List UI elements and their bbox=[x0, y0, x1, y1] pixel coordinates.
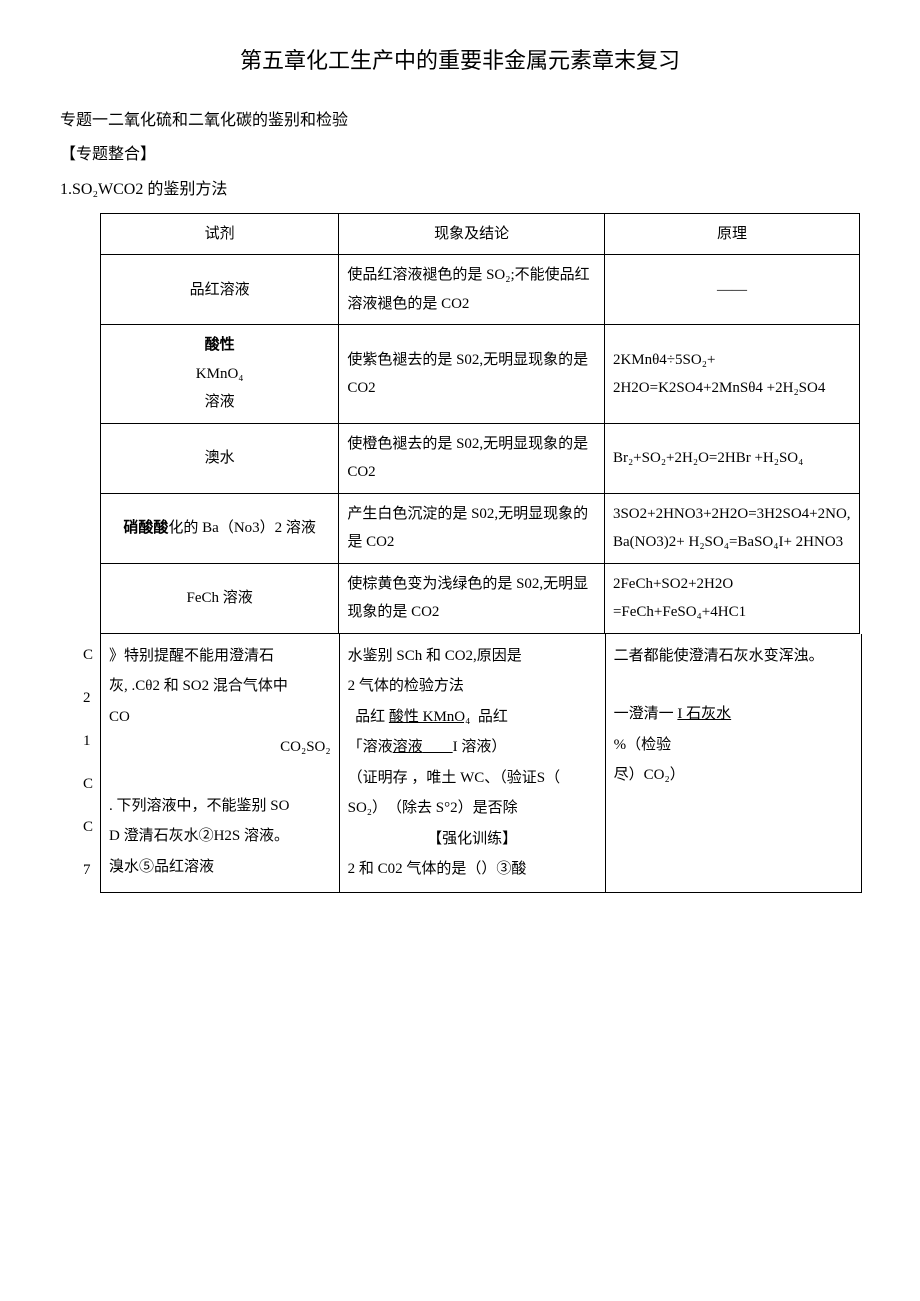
reagent-label-bold: 硝酸酸 bbox=[123, 520, 168, 536]
th-reagent: 试剂 bbox=[101, 213, 339, 255]
cell-reagent: 澳水 bbox=[101, 423, 339, 493]
comparison-table: 试剂 现象及结论 原理 品红溶液 使品红溶液褪色的是 SO₂;不能使品红溶液褪色… bbox=[100, 213, 860, 634]
cell-observation: 使橙色褪去的是 S02,无明显现象的是 CO2 bbox=[339, 423, 605, 493]
bottom-block: C 2 1 C C 7 》特别提醒不能用澄清石 灰, .Cθ2 和 SO2 混合… bbox=[100, 634, 862, 893]
strength-training-label: 【强化训练】 bbox=[348, 825, 597, 854]
reagent-label-bold: 酸性 bbox=[109, 331, 330, 360]
flow-label: 品红 bbox=[355, 709, 385, 725]
text-line: . 下列溶液中，不能鉴别 SO bbox=[109, 792, 331, 821]
cell-principle: 2KMnθ4÷5SO₂+ 2H2O=K2SO4+2MnSθ4 +2H₂SO4 bbox=[604, 325, 859, 424]
text-line: 「溶液溶液 I 溶液） bbox=[348, 733, 597, 762]
flow-label: 品红 bbox=[478, 709, 508, 725]
side-letter: 7 bbox=[83, 856, 93, 885]
topic-line: 专题一二氧化硫和二氧化碳的鉴别和检验 bbox=[60, 106, 860, 136]
text-line: 2 气体的检验方法 bbox=[348, 672, 597, 701]
table-row: 澳水 使橙色褪去的是 S02,无明显现象的是 CO2 Br₂+SO₂+2H₂O=… bbox=[101, 423, 860, 493]
cell-principle: 3SO2+2HNO3+2H2O=3H2SO4+2NO, Ba(NO3)2+ H₂… bbox=[604, 493, 859, 563]
reagent-label: 化的 Ba（No3）2 溶液 bbox=[168, 520, 316, 536]
flow-label-underline: 溶液 bbox=[393, 739, 423, 755]
section-label: 【专题整合】 bbox=[60, 140, 860, 170]
text-line: %（检验 bbox=[614, 731, 853, 760]
cell-principle: Br₂+SO₂+2H₂O=2HBr +H₂SO₄ bbox=[604, 423, 859, 493]
side-letters: C 2 1 C C 7 bbox=[83, 634, 93, 892]
table-header-row: 试剂 现象及结论 原理 bbox=[101, 213, 860, 255]
cell-principle: —— bbox=[604, 255, 859, 325]
cell-observation: 使紫色褪去的是 S02,无明显现象的是 CO2 bbox=[339, 325, 605, 424]
text-line: 尽）CO₂） bbox=[614, 761, 853, 790]
text-line: （证明存 ，唯土 WC、（验证S（ bbox=[348, 764, 597, 793]
cell-reagent: 酸性 KMnO₄ 溶液 bbox=[101, 325, 339, 424]
side-letter: 2 bbox=[83, 684, 93, 713]
reagent-label: 溶液 bbox=[109, 388, 330, 417]
text-line: 2 和 C02 气体的是（）③酸 bbox=[348, 855, 597, 884]
text-line: CO bbox=[109, 703, 331, 732]
text-line: 灰, .Cθ2 和 SO2 混合气体中 bbox=[109, 672, 331, 701]
flow-label: 一澄清一 bbox=[614, 706, 674, 722]
table-row: 硝酸酸化的 Ba（No3）2 溶液 产生白色沉淀的是 S02,无明显现象的是 C… bbox=[101, 493, 860, 563]
cell-observation: 产生白色沉淀的是 S02,无明显现象的是 CO2 bbox=[339, 493, 605, 563]
text-line: 水鉴别 SCh 和 CO2,原因是 bbox=[348, 642, 597, 671]
table-row: FeCh 溶液 使棕黄色变为浅绿色的是 S02,无明显现象的是 CO2 2FeC… bbox=[101, 563, 860, 633]
page-title: 第五章化工生产中的重要非金属元素章末复习 bbox=[60, 40, 860, 82]
cell-reagent: 品红溶液 bbox=[101, 255, 339, 325]
flow-label: 「溶液 bbox=[348, 739, 393, 755]
bottom-col-c: 二者都能使澄清石灰水变浑浊。 一澄清一 I 石灰水 %（检验 尽）CO₂） bbox=[606, 634, 861, 892]
table-row: 品红溶液 使品红溶液褪色的是 SO₂;不能使品红溶液褪色的是 CO2 —— bbox=[101, 255, 860, 325]
text-line: 溴水⑤品红溶液 bbox=[109, 853, 331, 882]
bottom-col-a: C 2 1 C C 7 》特别提醒不能用澄清石 灰, .Cθ2 和 SO2 混合… bbox=[101, 634, 340, 892]
text-line: 一澄清一 I 石灰水 bbox=[614, 700, 853, 729]
reagent-label: KMnO₄ bbox=[109, 360, 330, 389]
th-observation: 现象及结论 bbox=[339, 213, 605, 255]
table-row: 酸性 KMnO₄ 溶液 使紫色褪去的是 S02,无明显现象的是 CO2 2KMn… bbox=[101, 325, 860, 424]
text-line: 》特别提醒不能用澄清石 bbox=[109, 642, 331, 671]
flow-label: I 溶液） bbox=[453, 739, 507, 755]
cell-reagent: FeCh 溶液 bbox=[101, 563, 339, 633]
list-item-1: 1.SO₂WCO2 的鉴别方法 bbox=[60, 175, 860, 205]
flow-label-underline: 酸性 KMnO₄ bbox=[389, 709, 470, 725]
text-line: D 澄清石灰水②H2S 溶液。 bbox=[109, 822, 331, 851]
text-line: 品红 酸性 KMnO₄ 品红 bbox=[348, 703, 597, 732]
cell-observation: 使品红溶液褪色的是 SO₂;不能使品红溶液褪色的是 CO2 bbox=[339, 255, 605, 325]
bottom-col-b: 水鉴别 SCh 和 CO2,原因是 2 气体的检验方法 品红 酸性 KMnO₄ … bbox=[340, 634, 606, 892]
th-principle: 原理 bbox=[604, 213, 859, 255]
side-letter: C bbox=[83, 641, 93, 670]
text-line: CO₂SO₂ bbox=[109, 733, 331, 762]
flow-label-underline bbox=[423, 739, 453, 755]
flow-label-underline: I 石灰水 bbox=[677, 706, 731, 722]
text-line: SO₂） （除去 S°2）是否除 bbox=[348, 794, 597, 823]
cell-principle: 2FeCh+SO2+2H2O =FeCh+FeSO₄+4HC1 bbox=[604, 563, 859, 633]
cell-observation: 使棕黄色变为浅绿色的是 S02,无明显现象的是 CO2 bbox=[339, 563, 605, 633]
side-letter: C bbox=[83, 813, 93, 842]
text-line: 二者都能使澄清石灰水变浑浊。 bbox=[614, 642, 853, 671]
side-letter: 1 bbox=[83, 727, 93, 756]
side-letter: C bbox=[83, 770, 93, 799]
cell-reagent: 硝酸酸化的 Ba（No3）2 溶液 bbox=[101, 493, 339, 563]
